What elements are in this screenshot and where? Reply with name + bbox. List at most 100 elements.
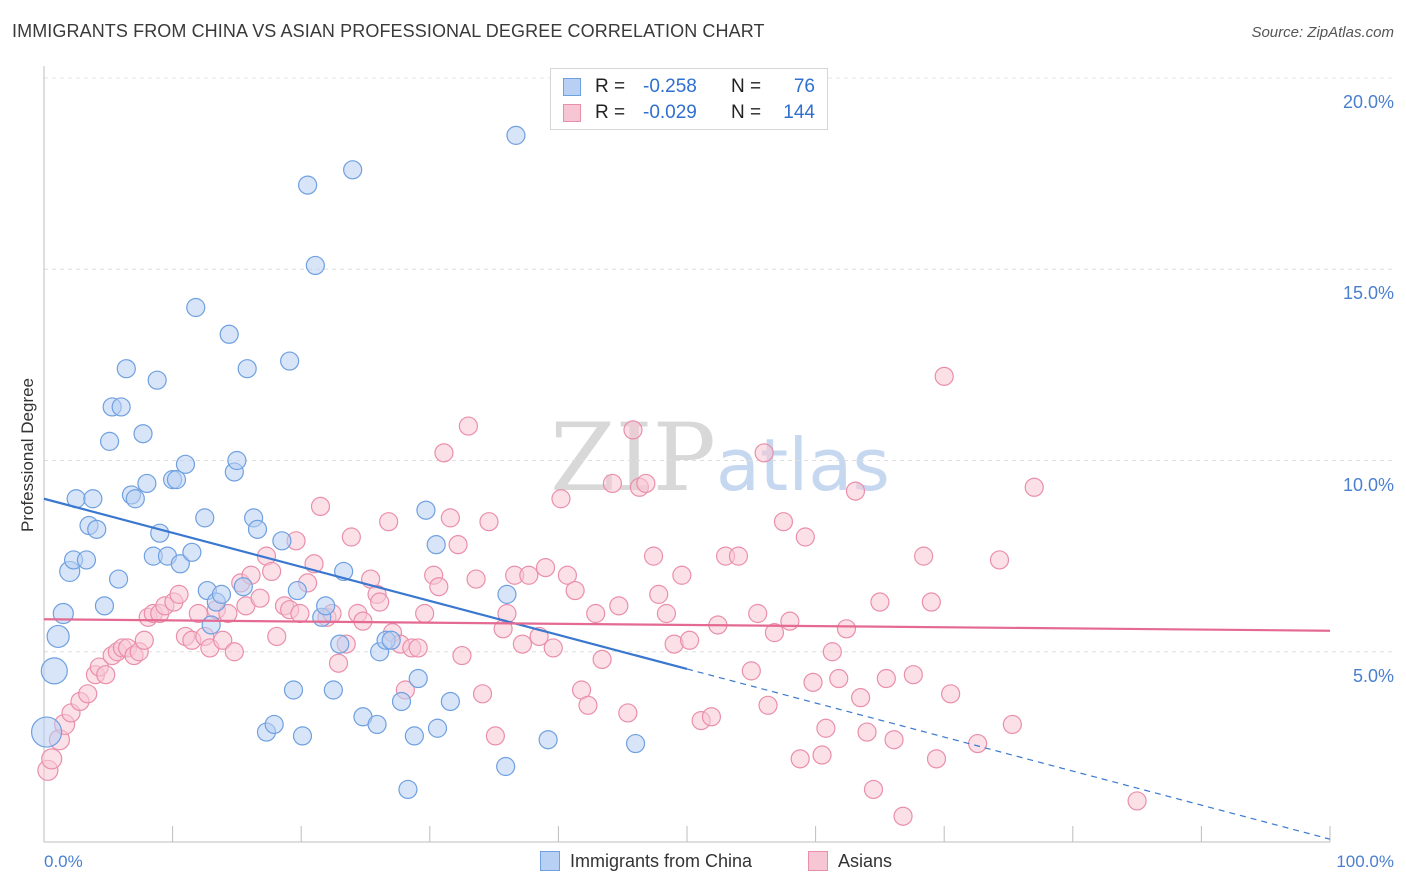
asians-point [672, 565, 692, 585]
stats-r-value: -0.029 [643, 102, 697, 123]
source-label: Source: ZipAtlas.com [1251, 24, 1394, 41]
china-point [40, 657, 68, 685]
china-point [46, 624, 70, 649]
asians-point [267, 626, 287, 647]
china-point [298, 175, 318, 195]
asians-point [290, 603, 310, 624]
asians-point [218, 603, 238, 624]
asians-point [557, 565, 578, 585]
asians-point [893, 806, 913, 826]
china-point [125, 489, 145, 509]
asians-point [565, 580, 585, 601]
china-point [391, 691, 412, 712]
asians-point [989, 550, 1010, 570]
asians-point [370, 592, 390, 612]
watermark: ZIPatlas [550, 404, 890, 513]
asians-point [816, 718, 836, 738]
asians-point [748, 603, 768, 624]
asians-point [934, 366, 954, 386]
china-point [219, 324, 239, 344]
china-point [330, 634, 350, 654]
asians-point [1127, 791, 1147, 811]
asians-point [466, 569, 486, 589]
legend-item-china[interactable]: Immigrants from China [540, 851, 752, 872]
china-point [186, 297, 206, 318]
asians-point [790, 749, 810, 769]
china-point [497, 584, 517, 604]
stats-r-label: R = [595, 76, 626, 97]
china-point [108, 569, 129, 589]
asians-point [812, 745, 832, 765]
asians-point [679, 630, 700, 650]
china-point [211, 584, 232, 604]
china-point [264, 714, 284, 735]
asians-point [586, 603, 606, 624]
asians-point [649, 584, 669, 604]
asians-point [485, 726, 505, 746]
asians-point [829, 668, 849, 689]
stats-r-value: -0.258 [643, 76, 697, 97]
legend-item-asians[interactable]: Asians [808, 851, 892, 872]
china-point [283, 680, 304, 700]
asians-point [328, 653, 349, 673]
china-point [233, 577, 253, 597]
china-point [30, 716, 63, 748]
china-point [175, 454, 196, 474]
china-point [292, 726, 313, 746]
asians-trend-line [43, 618, 1331, 632]
asians-point [434, 443, 454, 463]
stats-n-value: 144 [783, 102, 815, 123]
china-point [426, 535, 446, 555]
china-point [287, 580, 307, 601]
china-point [367, 714, 387, 735]
x-tick-label-max: 100.0% [1336, 852, 1394, 871]
asians-point [656, 603, 677, 624]
asians-point [773, 512, 794, 532]
stats-box: R = -0.258 N = 76 R = -0.029 N = 144 [550, 68, 828, 130]
stats-n-value: 76 [793, 76, 815, 97]
asians-point [134, 630, 154, 650]
asians-point [602, 473, 623, 494]
legend-label-asians: Asians [838, 851, 893, 871]
china-point [440, 691, 460, 712]
china-point [87, 519, 107, 539]
asians-point [262, 561, 282, 582]
asians-point [472, 684, 493, 704]
china-point [538, 730, 558, 750]
china-point [147, 370, 167, 390]
asians-point [803, 672, 823, 692]
asians-point [851, 688, 871, 708]
legend-swatch-china [540, 851, 560, 871]
china-point [137, 473, 157, 494]
asians-point [741, 661, 761, 681]
asians-point [754, 443, 774, 463]
asians-point [758, 695, 778, 715]
x-tick-label-min: 0.0% [44, 852, 83, 871]
asians-point [941, 684, 961, 704]
asians-point [914, 546, 934, 566]
y-tick-label: 15.0% [1342, 283, 1394, 304]
asians-point [857, 722, 877, 742]
asians-point [921, 592, 941, 612]
china-point [398, 779, 418, 800]
china-point [625, 733, 646, 754]
asians-point [96, 665, 116, 685]
china-point [227, 450, 247, 471]
chart-title: IMMIGRANTS FROM CHINA VS ASIAN PROFESSIO… [12, 21, 765, 41]
stats-n-label: N = [731, 102, 762, 123]
asians-point [429, 577, 449, 597]
asians-point [379, 512, 399, 532]
china-trend-line [43, 497, 688, 671]
china-point [404, 726, 424, 746]
asians-point [78, 684, 98, 704]
china-point [280, 351, 300, 371]
asians-point [535, 557, 556, 578]
china-point [195, 508, 215, 528]
china-point [170, 554, 190, 574]
asians-point [643, 546, 664, 566]
asians-point [618, 703, 638, 723]
china-point [272, 531, 292, 551]
asians-point [728, 546, 749, 566]
asians-point [795, 527, 815, 547]
y-tick-label: 10.0% [1342, 474, 1394, 495]
